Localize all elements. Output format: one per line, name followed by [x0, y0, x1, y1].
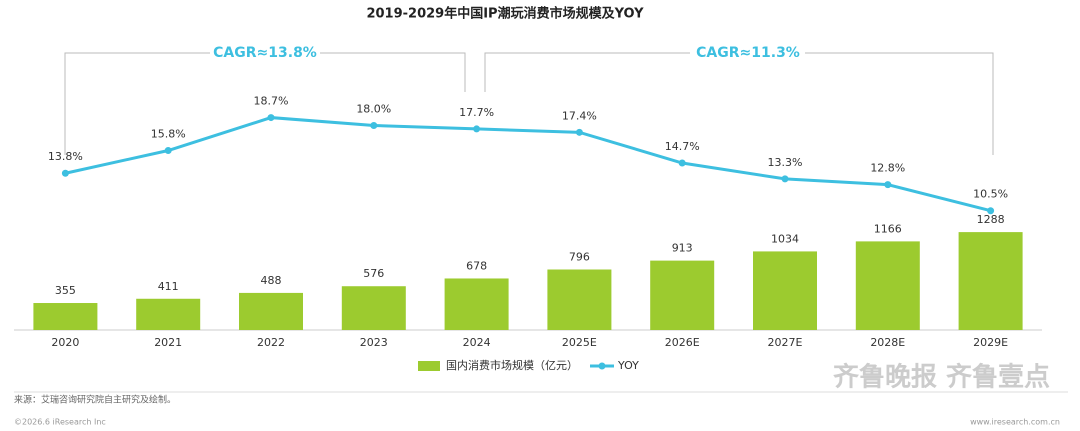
- x-tick-label: 2029E: [973, 336, 1008, 349]
- bar: [958, 232, 1023, 330]
- bar-value-label: 1166: [874, 222, 902, 235]
- x-tick-label: 2024: [463, 336, 491, 349]
- yoy-value-label: 18.0%: [356, 103, 391, 116]
- yoy-point: [473, 125, 481, 133]
- x-tick-label: 2021: [154, 336, 182, 349]
- bar: [547, 269, 612, 330]
- x-tick-label: 2022: [257, 336, 285, 349]
- x-tick-label: 2028E: [870, 336, 905, 349]
- yoy-point: [267, 114, 275, 122]
- bar: [239, 292, 303, 330]
- x-tick-label: 2026E: [665, 336, 700, 349]
- bar: [650, 260, 715, 330]
- copyright: ©2026.6 iResearch Inc: [14, 418, 106, 427]
- legend-label: YOY: [617, 359, 639, 372]
- yoy-point: [987, 207, 995, 215]
- bar-value-label: 796: [569, 251, 590, 264]
- x-tick-label: 2023: [360, 336, 388, 349]
- x-tick-label: 2027E: [768, 336, 803, 349]
- yoy-value-label: 14.7%: [665, 140, 700, 153]
- yoy-point: [575, 128, 583, 136]
- yoy-value-label: 17.4%: [562, 109, 597, 122]
- yoy-value-label: 13.3%: [768, 156, 803, 169]
- yoy-value-label: 15.8%: [151, 128, 186, 141]
- cagr-bracket: [484, 52, 994, 155]
- yoy-point: [61, 169, 69, 177]
- bar-value-label: 488: [261, 274, 282, 287]
- bar-value-label: 576: [363, 267, 384, 280]
- watermark: 齐鲁晚报 齐鲁壹点: [833, 362, 1050, 393]
- x-tick-label: 2025E: [562, 336, 597, 349]
- bar: [136, 298, 201, 330]
- bar-value-label: 411: [158, 280, 179, 293]
- yoy-value-label: 13.8%: [48, 150, 83, 163]
- bar: [341, 286, 406, 330]
- yoy-point: [781, 175, 789, 183]
- yoy-point: [370, 122, 378, 130]
- cagr-label: CAGR≈13.8%: [213, 45, 317, 61]
- bar: [753, 251, 817, 330]
- bar: [444, 278, 509, 330]
- cagr-label: CAGR≈11.3%: [696, 45, 800, 61]
- yoy-point: [678, 159, 686, 167]
- yoy-point: [164, 147, 172, 155]
- bar-value-label: 913: [672, 242, 693, 255]
- yoy-value-label: 10.5%: [973, 188, 1008, 201]
- bar-value-label: 355: [55, 284, 76, 297]
- legend-swatch: [598, 362, 606, 370]
- yoy-value-label: 12.8%: [870, 162, 905, 175]
- x-tick-label: 2020: [51, 336, 79, 349]
- bar: [855, 241, 920, 330]
- website: www.iresearch.com.cn: [970, 418, 1060, 427]
- chart-title: 2019-2029年中国IP潮玩消费市场规模及YOY: [366, 6, 644, 22]
- cagr-bracket: [64, 52, 466, 155]
- yoy-point: [884, 181, 892, 189]
- source: 来源：艾瑞咨询研究院自主研究及绘制。: [14, 394, 176, 406]
- bar-value-label: 1034: [771, 232, 799, 245]
- bar-value-label: 678: [466, 259, 487, 272]
- bar: [33, 303, 98, 330]
- legend-swatch: [418, 361, 440, 371]
- bar-value-label: 1288: [977, 213, 1005, 226]
- legend-label: 国内消费市场规模（亿元）: [446, 358, 578, 372]
- yoy-value-label: 17.7%: [459, 106, 494, 119]
- yoy-line: [65, 116, 991, 213]
- yoy-value-label: 18.7%: [254, 95, 289, 108]
